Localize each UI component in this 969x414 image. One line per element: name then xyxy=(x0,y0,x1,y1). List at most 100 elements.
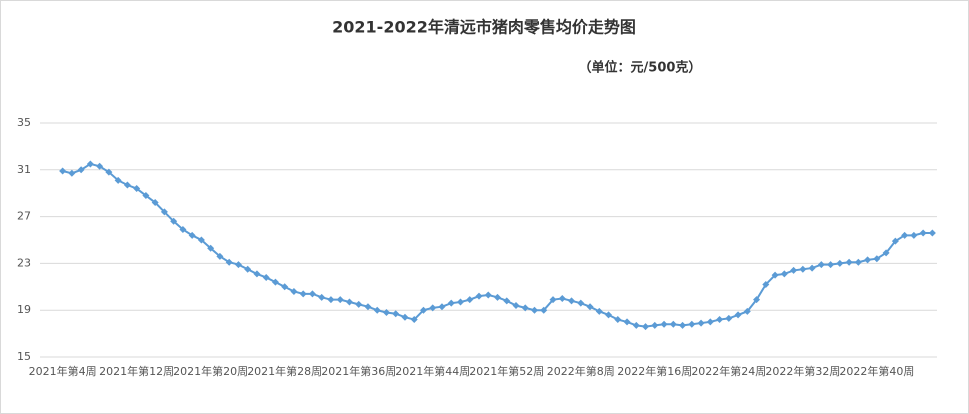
chart-subtitle: （单位：元/500克） xyxy=(579,60,702,76)
data-point xyxy=(595,307,603,315)
data-point xyxy=(494,293,501,301)
data-point xyxy=(59,167,67,175)
data-point xyxy=(882,249,890,257)
data-point xyxy=(188,231,196,239)
data-point xyxy=(716,316,724,324)
data-point xyxy=(96,162,104,170)
data-point xyxy=(790,266,798,274)
data-point xyxy=(827,261,835,269)
data-point xyxy=(568,297,576,305)
data-point xyxy=(77,166,85,174)
data-point xyxy=(447,299,455,307)
y-tick-label: 27 xyxy=(17,210,31,223)
data-point xyxy=(901,231,909,239)
data-point xyxy=(207,244,215,252)
data-point xyxy=(632,321,640,329)
data-point xyxy=(484,291,492,299)
data-point xyxy=(586,303,594,311)
data-point xyxy=(808,264,816,272)
y-tick-label: 15 xyxy=(17,350,31,363)
data-point xyxy=(660,320,668,328)
data-point xyxy=(308,290,316,298)
data-point xyxy=(179,225,187,233)
x-tick-label: 2021年第28周 xyxy=(247,364,322,378)
data-point xyxy=(253,270,261,278)
x-tick-label: 2021年第12周 xyxy=(99,364,174,378)
data-point xyxy=(725,314,733,322)
data-point xyxy=(864,256,872,264)
data-point xyxy=(919,229,927,237)
data-point xyxy=(355,300,363,308)
data-point xyxy=(817,261,825,269)
data-point xyxy=(605,311,613,319)
data-point xyxy=(456,298,464,306)
data-point xyxy=(503,297,511,305)
data-point xyxy=(669,320,677,328)
data-point xyxy=(614,316,622,324)
data-point xyxy=(86,160,94,168)
data-point xyxy=(244,265,252,273)
data-point xyxy=(68,169,76,177)
data-point xyxy=(299,290,307,298)
data-point xyxy=(780,270,788,278)
data-point xyxy=(170,217,178,225)
data-point xyxy=(679,321,687,329)
data-point xyxy=(642,323,650,331)
data-point xyxy=(345,298,353,306)
x-tick-label: 2021年第20周 xyxy=(173,364,248,378)
data-point xyxy=(105,168,113,176)
y-tick-label: 23 xyxy=(17,256,31,269)
data-point xyxy=(475,292,483,300)
data-point xyxy=(771,271,779,279)
data-point xyxy=(688,320,696,328)
data-point xyxy=(392,310,400,318)
data-point xyxy=(419,306,427,314)
data-point xyxy=(281,283,289,291)
data-point xyxy=(540,306,548,314)
data-point xyxy=(558,295,566,302)
data-point xyxy=(466,296,474,304)
data-point xyxy=(928,229,936,237)
data-point xyxy=(401,313,409,321)
data-point xyxy=(651,321,659,329)
data-point xyxy=(123,181,131,189)
data-point xyxy=(318,293,326,301)
data-point xyxy=(133,185,141,193)
y-tick-label: 19 xyxy=(17,303,31,316)
y-tick-label: 35 xyxy=(17,116,31,129)
data-point xyxy=(549,296,557,304)
data-point xyxy=(734,311,742,319)
data-point xyxy=(623,318,631,326)
data-point xyxy=(854,258,862,266)
data-point xyxy=(262,273,270,281)
data-point xyxy=(271,278,279,286)
data-point xyxy=(891,237,899,245)
x-tick-label: 2022年第40周 xyxy=(839,364,914,378)
data-point xyxy=(873,255,881,263)
data-point xyxy=(114,176,122,184)
data-point xyxy=(706,318,714,326)
data-point xyxy=(910,231,918,239)
data-point xyxy=(197,236,205,244)
x-tick-label: 2021年第44周 xyxy=(395,364,470,378)
chart-title: 2021-2022年清远市猪肉零售均价走势图 xyxy=(332,18,636,37)
data-point xyxy=(521,304,529,312)
x-tick-label: 2022年第32周 xyxy=(765,364,840,378)
data-point xyxy=(410,316,418,324)
data-point xyxy=(743,307,751,315)
data-point xyxy=(438,303,446,311)
x-tick-label: 2021年第4周 xyxy=(29,364,97,378)
data-point xyxy=(142,192,150,200)
x-tick-label: 2021年第52周 xyxy=(469,364,544,378)
data-point xyxy=(429,304,437,312)
data-point xyxy=(234,261,242,269)
data-point xyxy=(762,280,770,288)
data-point xyxy=(364,303,372,311)
x-tick-label: 2022年第24周 xyxy=(691,364,766,378)
data-point xyxy=(336,296,344,304)
x-tick-label: 2022年第16周 xyxy=(617,364,692,378)
data-point xyxy=(160,208,168,216)
data-point xyxy=(697,319,705,327)
